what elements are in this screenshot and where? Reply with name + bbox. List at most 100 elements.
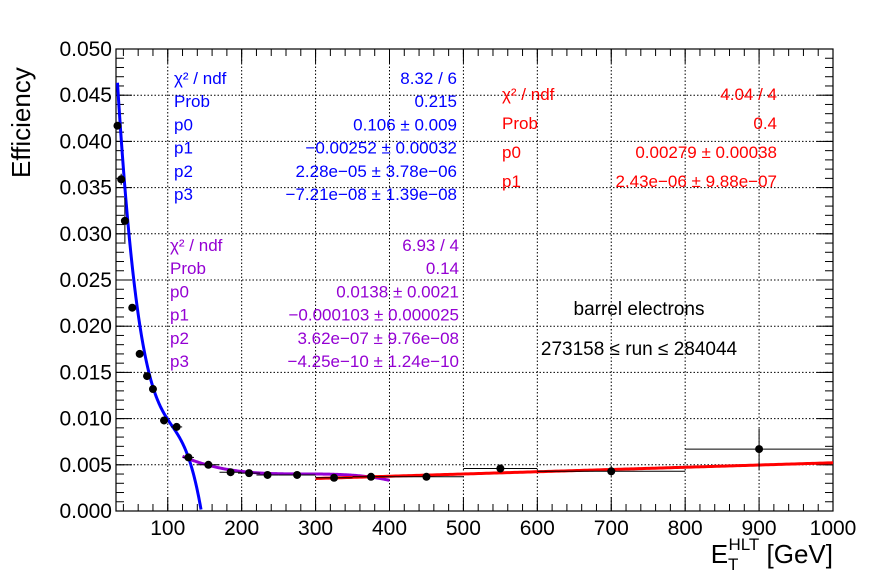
stat-value: 0.215: [414, 92, 457, 111]
data-points: [113, 121, 833, 482]
stat-value: 2.43e−06 ± 9.88e−07: [615, 172, 777, 191]
marker: [143, 372, 152, 381]
y-tick-label: 0.050: [59, 38, 112, 61]
stat-label: p0: [170, 282, 189, 301]
stat-label: χ² / ndf: [502, 85, 555, 104]
y-tick-label: 0.005: [59, 454, 112, 477]
stat-value: −4.25e−10 ± 1.24e−10: [288, 352, 459, 371]
data-point: [135, 349, 144, 358]
fit-curve-purple: [181, 454, 390, 482]
stat-label: p1: [170, 306, 189, 325]
grid: [116, 49, 833, 511]
data-point: [117, 173, 126, 185]
annotation-barrel-electrons: barrel electrons: [574, 299, 705, 320]
x-tick-label: 100: [150, 517, 185, 540]
data-point: [171, 422, 183, 431]
data-point: [315, 473, 353, 482]
data-point: [237, 469, 261, 478]
stat-label: p1: [502, 172, 521, 191]
marker: [120, 216, 129, 225]
marker: [172, 422, 181, 431]
marker: [160, 416, 169, 425]
data-point: [219, 468, 242, 477]
y-tick-label: 0.035: [59, 177, 112, 200]
marker: [128, 303, 137, 312]
marker: [204, 460, 213, 469]
y-tick-label: 0.000: [59, 500, 112, 523]
marker: [755, 445, 764, 454]
stat-label: χ² / ndf: [170, 236, 223, 255]
marker: [148, 385, 157, 394]
data-point: [128, 303, 137, 312]
x-tick-label: 1000: [810, 517, 857, 540]
x-tick-label: 900: [742, 517, 777, 540]
stat-value: 2.28e−05 ± 3.78e−06: [295, 162, 457, 181]
x-axis-title-sub: T: [728, 555, 738, 572]
stat-value: 0.106 ± 0.009: [353, 115, 457, 134]
y-tick-label: 0.010: [59, 408, 112, 431]
marker: [607, 467, 616, 476]
y-axis-title: Efficiency: [6, 67, 36, 178]
stat-box-blue: χ² / ndf 8.32 / 6 Prob 0.215 p0 0.106 ± 0.009…: [174, 69, 457, 204]
x-axis-title: ETHLT [GeV]: [711, 535, 833, 572]
stat-value: 8.32 / 6: [400, 69, 457, 88]
stat-value: 0.4: [753, 114, 777, 133]
marker: [135, 349, 144, 358]
data-point: [685, 428, 833, 470]
data-point: [182, 453, 194, 462]
data-point: [389, 472, 464, 481]
stat-value: 0.00279 ± 0.00038: [635, 143, 777, 162]
data-point: [143, 372, 152, 381]
stat-label: Prob: [170, 259, 206, 278]
marker: [117, 175, 126, 184]
marker: [422, 472, 431, 481]
data-point: [160, 416, 169, 425]
marker: [226, 468, 235, 477]
x-tick-label: 500: [446, 517, 481, 540]
x-tick-label: 400: [372, 517, 407, 540]
x-axis-title-main: E: [711, 539, 728, 569]
stat-value: −0.000103 ± 0.000025: [288, 306, 459, 325]
marker: [293, 470, 302, 479]
x-tick-label: 200: [224, 517, 259, 540]
y-tick-label: 0.025: [59, 269, 112, 292]
x-axis-title-sup: HLT: [728, 535, 759, 554]
data-point: [537, 466, 686, 476]
stat-label: p3: [170, 352, 189, 371]
stat-label: p0: [502, 143, 521, 162]
y-tick-label: 0.015: [59, 361, 112, 384]
data-point: [256, 470, 279, 479]
axis-ticks: 0.000 0.005 0.010 0.015 0.020 0.025 0.030 0.035…: [59, 38, 856, 540]
marker: [496, 464, 505, 473]
stat-label: Prob: [174, 92, 210, 111]
stat-label: p2: [170, 329, 189, 348]
data-point: [120, 197, 129, 244]
annotation-run-range: 273158 ≤ run ≤ 284044: [541, 339, 738, 360]
marker: [184, 453, 193, 462]
fit-curve-red: [315, 461, 833, 480]
fit-stat-boxes: χ² / ndf 8.32 / 6 Prob 0.215 p0 0.106 ± 0.009…: [170, 69, 777, 371]
stat-label: p3: [174, 185, 193, 204]
stat-value: 0.0138 ± 0.0021: [336, 282, 459, 301]
marker: [263, 470, 272, 479]
stat-label: p0: [174, 115, 193, 134]
x-axis-title-unit: [GeV]: [759, 539, 833, 569]
y-tick-label: 0.030: [59, 223, 112, 246]
data-point: [352, 472, 390, 481]
data-point: [278, 470, 316, 479]
marker: [367, 472, 376, 481]
stat-label: p2: [174, 162, 193, 181]
stat-value: 0.14: [426, 259, 459, 278]
stat-label: χ² / ndf: [174, 69, 227, 88]
x-tick-label: 600: [520, 517, 555, 540]
x-tick-label: 300: [298, 517, 333, 540]
data-point: [113, 121, 122, 130]
stat-value: 4.04 / 4: [720, 85, 777, 104]
stat-value: 3.62e−07 ± 9.76e−08: [297, 329, 459, 348]
stat-value: −0.00252 ± 0.00032: [305, 139, 457, 158]
x-tick-label: 700: [594, 517, 629, 540]
stat-label: Prob: [502, 114, 538, 133]
marker: [245, 469, 254, 478]
data-point: [148, 385, 157, 394]
